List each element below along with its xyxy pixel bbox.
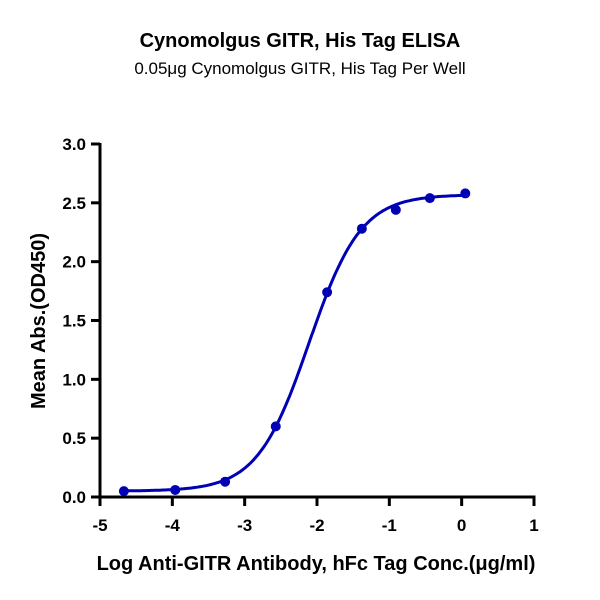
data-point [220, 476, 231, 487]
y-tick-label: 3.0 [62, 135, 86, 154]
y-tick-label: 2.5 [62, 194, 86, 213]
data-point [170, 484, 181, 495]
y-tick-label: 2.0 [62, 253, 86, 272]
tick-labels: -5 -4 -3 -2 -1 0 1 0.0 0.5 1.0 1.5 2.0 2.5 3.0 [62, 135, 538, 535]
data-point [424, 193, 435, 204]
data-point [118, 486, 129, 497]
y-axis-label: Mean Abs.(OD450) [28, 233, 50, 409]
axes [91, 142, 536, 506]
fit-curve [123, 193, 466, 493]
x-tick-label: 0 [457, 516, 466, 535]
x-axis-label: Log Anti-GITR Antibody, hFc Tag Conc.(μg… [97, 553, 536, 575]
x-tick-label: -3 [237, 516, 252, 535]
data-point [460, 188, 471, 199]
data-point [270, 421, 281, 432]
x-tick-label: -2 [309, 516, 324, 535]
y-tick-label: 1.5 [62, 312, 86, 331]
x-tick-label: 1 [529, 516, 538, 535]
chart-title: Cynomolgus GITR, His Tag ELISA [139, 30, 461, 52]
y-tick-label: 0.0 [62, 488, 86, 507]
data-point [356, 223, 367, 234]
x-tick-label: -5 [92, 516, 107, 535]
y-tick-label: 0.5 [62, 429, 86, 448]
data-point [322, 287, 333, 298]
chart-subtitle: 0.05μg Cynomolgus GITR, His Tag Per Well [134, 59, 466, 78]
x-tick-label: -4 [165, 516, 181, 535]
y-tick-label: 1.0 [62, 370, 86, 389]
x-tick-label: -1 [382, 516, 397, 535]
data-points [118, 188, 471, 497]
data-point [390, 204, 401, 215]
